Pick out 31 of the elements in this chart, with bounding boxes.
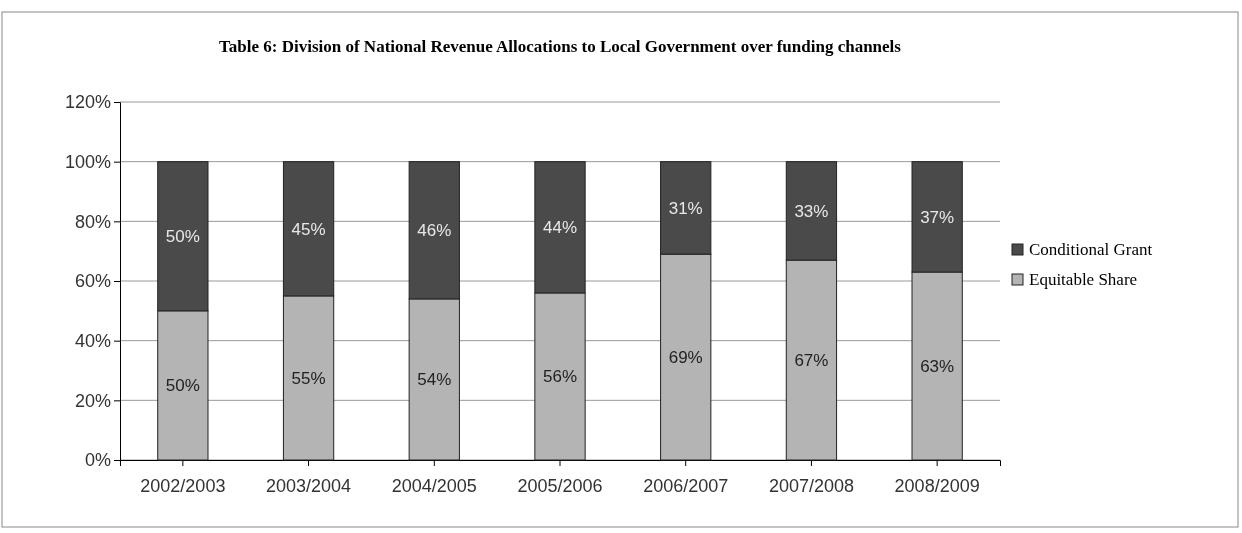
data-label: 50% [165, 227, 200, 247]
data-label: 55% [291, 368, 326, 388]
x-tick-label: 2002/2003 [140, 476, 226, 497]
data-label: 69% [668, 348, 703, 368]
data-label: 33% [794, 201, 829, 221]
data-label: 67% [794, 351, 829, 371]
x-tick-label: 2004/2005 [391, 476, 477, 497]
x-tick-label: 2003/2004 [266, 476, 352, 497]
x-tick-label: 2008/2009 [894, 476, 980, 497]
data-label: 31% [668, 198, 703, 218]
data-label: 44% [542, 218, 578, 238]
y-tick-label: 60% [74, 271, 111, 292]
data-label: 50% [165, 376, 200, 396]
y-tick-label: 100% [64, 151, 111, 172]
x-tick-label: 2005/2006 [517, 476, 603, 497]
x-tick-label: 2007/2008 [768, 476, 854, 497]
data-label: 46% [417, 221, 452, 241]
legend-label: Equitable Share [1029, 270, 1138, 289]
y-tick-label: 40% [74, 330, 111, 351]
chart-title: Table 6: Division of National Revenue Allocations to Local Government over funding channels [219, 37, 902, 56]
y-tick-label: 80% [74, 211, 111, 232]
data-label: 45% [291, 219, 326, 239]
x-tick-label: 2006/2007 [643, 476, 729, 497]
y-tick-label: 120% [64, 92, 111, 113]
y-tick-label: 0% [84, 450, 111, 471]
data-label: 37% [920, 207, 955, 227]
data-label: 63% [920, 357, 955, 377]
data-label: 54% [417, 370, 452, 390]
legend-label: Conditional Grant [1029, 240, 1153, 259]
data-label: 56% [542, 367, 578, 387]
y-tick-label: 20% [74, 390, 111, 411]
